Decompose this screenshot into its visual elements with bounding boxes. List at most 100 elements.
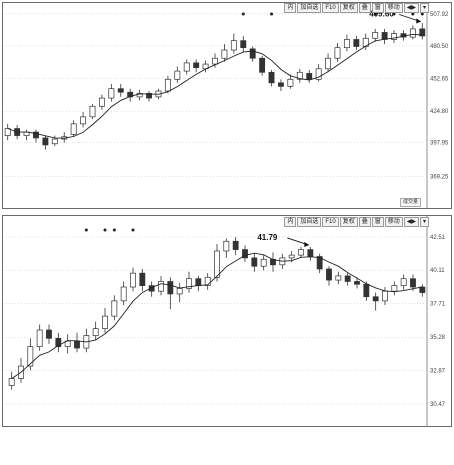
candle-body — [80, 116, 87, 125]
candle-body — [146, 93, 152, 99]
y-tick-label: 424.80 — [430, 109, 449, 115]
candle-body — [195, 278, 202, 286]
candle-body — [193, 62, 200, 68]
candle-body — [288, 254, 295, 259]
annotation-arrowhead — [416, 18, 422, 24]
candle-body — [221, 49, 228, 59]
candle-body — [98, 97, 105, 107]
candle-body — [391, 33, 397, 40]
signal-marker — [131, 228, 135, 232]
candle-body — [51, 138, 58, 145]
scroll-arrows-icon[interactable]: ◀▶ — [403, 217, 419, 227]
candle-body — [158, 281, 164, 292]
moving-average-line — [7, 33, 423, 139]
candle-body — [167, 281, 174, 295]
inner-button[interactable]: 内 — [284, 3, 297, 13]
candle-body — [391, 285, 398, 292]
candle-body — [117, 88, 124, 93]
candle-body — [419, 28, 426, 37]
scroll-arrows-icon[interactable]: ◀▶ — [403, 3, 419, 13]
candle-body — [27, 346, 34, 367]
candle-body — [204, 276, 211, 286]
candle-body — [183, 62, 190, 72]
candle-body — [232, 240, 239, 250]
candle-body — [419, 286, 426, 293]
candle-body — [335, 275, 342, 281]
candle-body — [249, 48, 256, 59]
dropdown-chevron-icon[interactable]: ▾ — [419, 3, 429, 13]
overlay-button[interactable]: 叠 — [358, 217, 371, 227]
dropdown-chevron-icon[interactable]: ▾ — [419, 217, 429, 227]
candle-body — [42, 137, 49, 146]
candle-body — [230, 40, 237, 51]
signal-marker — [373, 12, 377, 16]
signal-marker — [112, 228, 116, 232]
candle-body — [372, 32, 379, 39]
y-tick-label: 480.50 — [430, 44, 449, 50]
candle-body — [120, 286, 127, 302]
f10-button[interactable]: F10 — [322, 217, 339, 227]
candle-body — [139, 272, 146, 286]
y-tick-label: 35.28 — [430, 335, 446, 341]
upper-candlestick-chart: 507.92 480.50 452.65 424.80 397.95 369.25 499.… — [3, 3, 449, 208]
candle-body — [353, 39, 360, 47]
candle-body — [315, 68, 322, 80]
y-tick-label: 40.11 — [430, 268, 445, 274]
volume-label[interactable]: 成交量 — [399, 198, 421, 207]
y-tick-label: 37.71 — [430, 302, 446, 308]
window-button[interactable]: 窗 — [371, 217, 384, 227]
candle-body — [74, 340, 80, 349]
candle-body — [381, 32, 388, 40]
window-button[interactable]: 窗 — [371, 3, 384, 13]
candle-body — [223, 240, 230, 252]
candle-body — [400, 278, 407, 286]
candle-body — [242, 249, 248, 259]
candle-body — [307, 249, 314, 257]
y-tick-label: 369.25 — [430, 174, 449, 180]
candle-body — [326, 268, 332, 281]
candle-body — [344, 275, 351, 282]
restore-rights-button[interactable]: 复权 — [339, 217, 358, 227]
annotation-label: 41.79 — [257, 233, 278, 242]
candle-body — [148, 285, 155, 292]
candle-body — [176, 288, 183, 295]
candle-body — [363, 283, 370, 298]
move-button[interactable]: 移动 — [384, 3, 403, 13]
signal-marker — [103, 228, 107, 232]
y-tick-label: 507.92 — [430, 12, 449, 18]
candle-body — [33, 131, 39, 139]
candle-body — [306, 73, 313, 80]
f10-button[interactable]: F10 — [322, 3, 339, 13]
add-watchlist-button[interactable]: 加自选 — [297, 217, 322, 227]
candle-body — [164, 78, 171, 92]
candle-body — [316, 256, 323, 270]
candle-body — [259, 57, 266, 73]
lower-candlestick-chart: 42.51 40.11 37.71 35.28 32.87 30.47 41.79 — [3, 216, 446, 426]
signal-marker — [270, 12, 274, 16]
signal-marker — [420, 12, 424, 16]
signal-marker — [392, 12, 396, 16]
candle-body — [136, 93, 143, 98]
candle-body — [130, 272, 136, 288]
y-tick-label: 397.95 — [430, 141, 449, 147]
restore-rights-button[interactable]: 复权 — [339, 3, 358, 13]
upper-candlestick-panel: 507.92 480.50 452.65 424.80 397.95 369.25 499.… — [2, 2, 452, 209]
move-button[interactable]: 移动 — [384, 217, 403, 227]
candle-body — [8, 378, 15, 386]
overlay-button[interactable]: 叠 — [358, 3, 371, 13]
candle-body — [92, 328, 99, 336]
inner-button[interactable]: 内 — [284, 217, 297, 227]
candle-body — [260, 258, 267, 267]
candle-body — [298, 249, 304, 256]
candle-body — [251, 257, 258, 267]
y-tick-label: 452.65 — [430, 77, 449, 83]
candle-body — [296, 71, 303, 80]
y-tick-label: 42.51 — [430, 235, 446, 241]
candle-body — [111, 300, 118, 317]
candle-body — [186, 278, 192, 289]
candle-body — [268, 71, 275, 84]
y-tick-label: 30.47 — [430, 402, 446, 408]
add-watchlist-button[interactable]: 加自选 — [297, 3, 322, 13]
candle-body — [108, 88, 115, 99]
candle-body — [343, 39, 350, 49]
